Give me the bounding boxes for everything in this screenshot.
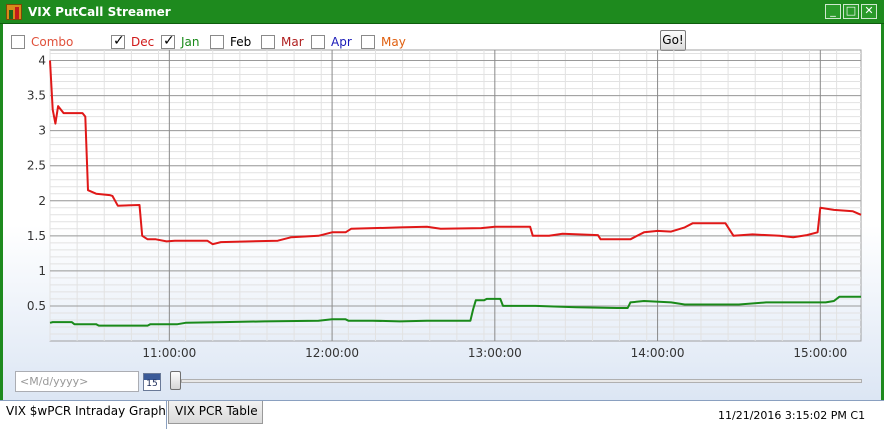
y-tick-label: 3.5 <box>27 89 46 103</box>
checkbox-jan[interactable]: Jan <box>161 33 200 50</box>
series-line-0 <box>49 60 862 246</box>
checkbox-combo[interactable]: Combo <box>11 34 73 50</box>
time-slider-track[interactable] <box>181 379 862 383</box>
x-tick-label: 13:00:00 <box>468 346 522 360</box>
checkbox-dec[interactable]: Dec <box>111 33 155 50</box>
date-input[interactable]: <M/d/yyyy> <box>15 371 139 392</box>
x-tick-label: 12:00:00 <box>305 346 359 360</box>
calendar-day: 15 <box>146 379 158 389</box>
checkbox-mar[interactable]: Mar <box>261 34 304 50</box>
calendar-button[interactable]: 15 <box>143 373 161 391</box>
checkbox-box[interactable] <box>161 33 175 49</box>
app-icon <box>6 4 22 20</box>
y-tick-label: 2 <box>38 194 46 208</box>
checkbox-label-jan: Jan <box>181 35 200 49</box>
checkbox-box[interactable] <box>311 35 325 49</box>
checkbox-label-mar: Mar <box>281 35 304 49</box>
tab-bar: VIX $wPCR Intraday Graph VIX PCR Table <box>0 400 884 429</box>
x-tick-label: 14:00:00 <box>631 346 685 360</box>
y-tick-label: 1 <box>38 264 46 278</box>
calendar-icon <box>144 374 160 380</box>
window-frame-left <box>0 24 3 402</box>
tab-pcr-table[interactable]: VIX PCR Table <box>168 401 263 424</box>
minimize-button[interactable]: _ <box>825 4 841 19</box>
x-tick-label: 11:00:00 <box>142 346 196 360</box>
checkbox-label-apr: Apr <box>331 35 352 49</box>
checkbox-apr[interactable]: Apr <box>311 34 352 50</box>
checkbox-label-feb: Feb <box>230 35 252 49</box>
status-timestamp: 11/21/2016 3:15:02 PM C1 <box>718 409 866 422</box>
checkbox-box[interactable] <box>11 35 25 49</box>
checkbox-label-combo: Combo <box>31 35 74 49</box>
y-tick-label: 1.5 <box>27 229 46 243</box>
close-button[interactable]: ✕ <box>861 4 877 19</box>
x-tick-label: 15:00:00 <box>793 346 847 360</box>
maximize-button[interactable]: □ <box>843 4 859 19</box>
y-tick-label: 2.5 <box>27 159 46 173</box>
plot-area <box>49 49 862 342</box>
intraday-chart: 0.5 1 1.5 2 2.5 3 3.5 4 11:00:00 12:00:00 13:00:00… <box>27 49 862 360</box>
checkbox-label-dec: Dec <box>131 35 155 49</box>
title-bar[interactable]: VIX PutCall Streamer _ □ ✕ <box>0 0 884 24</box>
checkbox-box[interactable] <box>361 35 375 49</box>
checkbox-may[interactable]: May <box>361 34 406 50</box>
window-title: VIX PutCall Streamer <box>28 5 171 19</box>
series-line-1 <box>49 295 861 327</box>
checkbox-box[interactable] <box>210 35 224 49</box>
y-tick-label: 4 <box>38 54 46 68</box>
content-area: Combo Dec Jan Feb Mar Apr May Go! 0.511.… <box>3 25 881 400</box>
checkbox-label-may: May <box>381 35 406 49</box>
date-placeholder: <M/d/yyyy> <box>20 375 89 388</box>
checkbox-box[interactable] <box>261 35 275 49</box>
y-tick-label: 3 <box>38 124 46 138</box>
y-tick-label: 0.5 <box>27 299 46 313</box>
time-slider-thumb[interactable] <box>170 371 181 390</box>
checkbox-box[interactable] <box>111 33 125 49</box>
window-frame-right <box>881 24 884 402</box>
tab-intraday-graph[interactable]: VIX $wPCR Intraday Graph <box>0 401 167 429</box>
checkbox-feb[interactable]: Feb <box>210 34 251 50</box>
